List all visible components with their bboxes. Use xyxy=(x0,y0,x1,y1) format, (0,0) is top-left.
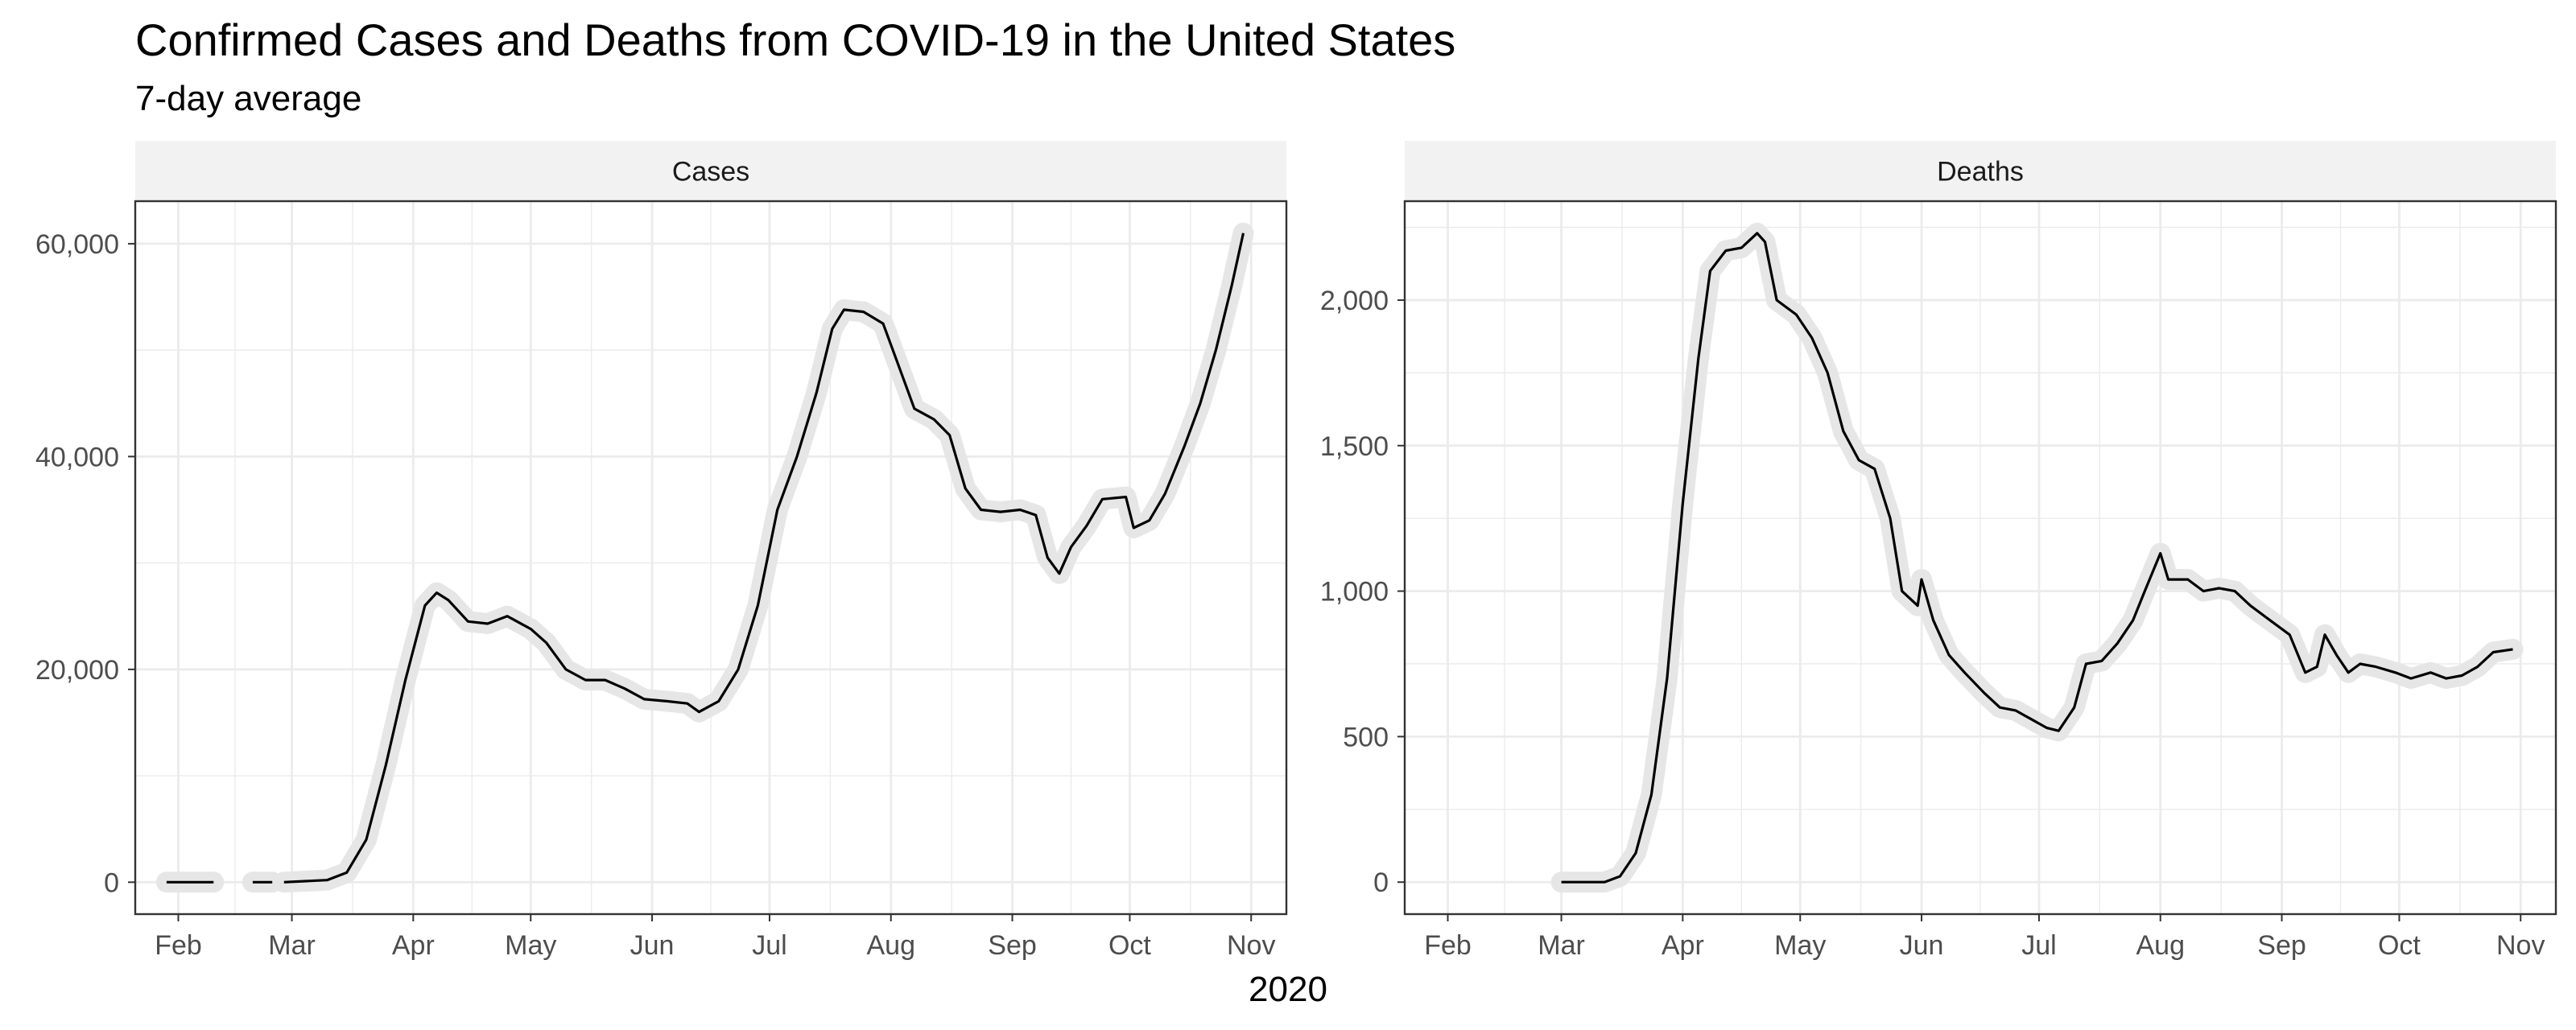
x-tick-label: Aug xyxy=(866,930,915,961)
y-tick-label: 1,000 xyxy=(1320,577,1389,608)
chart-title: Confirmed Cases and Deaths from COVID-19… xyxy=(135,14,1456,65)
x-tick-label: Nov xyxy=(1227,930,1275,961)
series-line-cases xyxy=(283,233,1245,884)
facet-strip-label: Cases xyxy=(672,157,749,187)
gridlines xyxy=(135,201,1286,914)
y-tick-label: 2,000 xyxy=(1320,286,1389,316)
panel-deaths: Deaths Feb Mar Apr May Jun Jul Aug Sep Oct Nov 0 500… xyxy=(1320,141,2557,961)
x-tick-label: Sep xyxy=(988,930,1037,961)
x-tick-label: Oct xyxy=(2378,930,2421,961)
x-axis-label: 2020 xyxy=(1249,970,1327,1009)
x-tick-label: Feb xyxy=(1424,930,1472,961)
x-tick-label: Jul xyxy=(752,930,786,961)
panel-border xyxy=(134,200,1288,916)
y-tick-label: 0 xyxy=(1373,867,1389,898)
x-tick-label: Feb xyxy=(155,930,202,961)
panel-border xyxy=(1403,200,2557,916)
x-tick-label: May xyxy=(1774,930,1826,961)
x-tick-label: Apr xyxy=(392,930,435,961)
y-tick-label: 60,000 xyxy=(35,229,119,260)
y-tick-label: 40,000 xyxy=(35,442,119,472)
chart-subtitle: 7-day average xyxy=(135,79,362,118)
facet-strip xyxy=(1405,141,2556,201)
x-tick-label: Nov xyxy=(2496,930,2545,961)
y-tick-label: 500 xyxy=(1343,722,1389,752)
series-highlight-band xyxy=(1550,222,2524,893)
y-tick-label: 20,000 xyxy=(35,655,119,686)
x-tick-label: Sep xyxy=(2257,930,2306,961)
facet-strip xyxy=(135,141,1286,201)
y-tick-label: 0 xyxy=(104,867,119,898)
panel-cases: Cases Feb Mar Apr May Jun Jul Aug Sep Oct Nov 0 20,0… xyxy=(35,141,1288,961)
x-tick-label: Oct xyxy=(1108,930,1151,961)
x-tick-label: Jun xyxy=(1900,930,1944,961)
series-highlight-band xyxy=(273,222,1254,893)
x-tick-label: Jun xyxy=(630,930,675,961)
gridlines xyxy=(1405,201,2556,914)
x-tick-label: Apr xyxy=(1662,930,1704,961)
facet-strip-label: Deaths xyxy=(1937,157,2024,187)
series-line-deaths xyxy=(1561,232,2513,884)
x-tick-label: May xyxy=(505,930,556,961)
x-tick-label: Jul xyxy=(2021,930,2056,961)
y-tick-label: 1,500 xyxy=(1320,431,1389,462)
x-tick-label: Mar xyxy=(268,930,316,961)
x-tick-label: Aug xyxy=(2136,930,2185,961)
x-tick-label: Mar xyxy=(1538,930,1585,961)
